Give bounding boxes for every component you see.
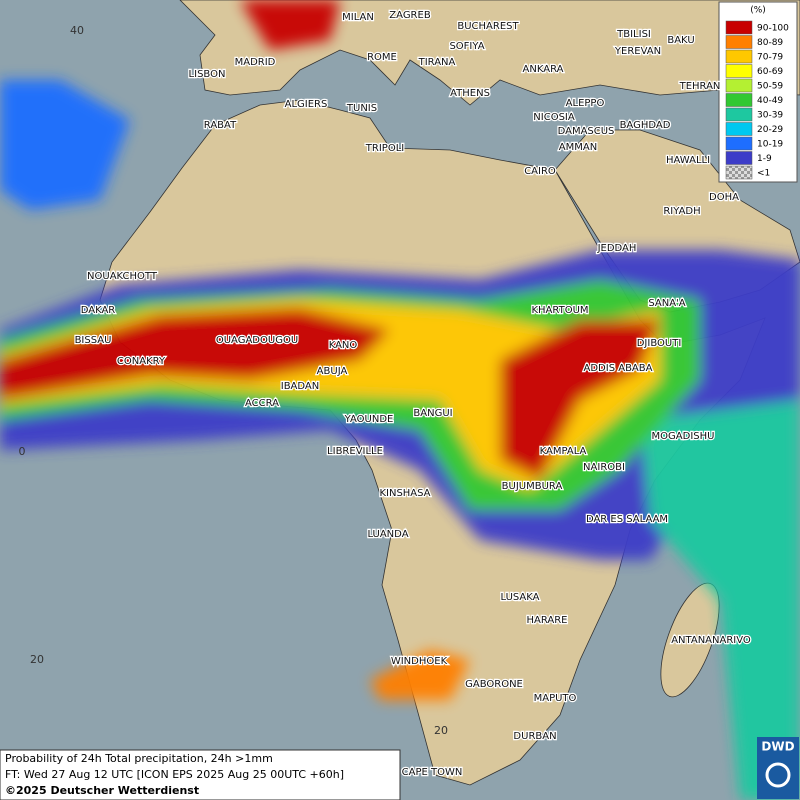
grid-label: 20: [30, 653, 44, 666]
city-label: ANKARA: [523, 64, 564, 75]
city-label: IBADAN: [281, 381, 320, 392]
legend-swatch: [725, 35, 753, 49]
city-label: TIRANA: [418, 57, 456, 68]
city-label: CAPE TOWN: [402, 767, 463, 778]
legend: (%) 90-100 80-89 70-79 60-69 50-59 40-49 30-39…: [718, 1, 798, 183]
legend-label: 80-89: [757, 38, 783, 48]
city-label: TBILISI: [616, 29, 651, 40]
city-label: LIBREVILLE: [327, 446, 383, 457]
city-label: CONAKRY: [117, 356, 166, 367]
caption-line: ©2025 Deutscher Wetterdienst: [5, 784, 199, 797]
city-label: YEREVAN: [614, 46, 661, 57]
city-label: LUANDA: [367, 529, 408, 540]
city-label: RABAT: [204, 120, 237, 131]
legend-label: 30-39: [757, 111, 783, 121]
city-label: WINDHOEK: [391, 656, 448, 667]
grid-label: 20: [434, 724, 448, 737]
city-label: NICOSIA: [533, 112, 575, 123]
caption-line: Probability of 24h Total precipitation, …: [5, 752, 273, 765]
city-label: BAKU: [667, 35, 694, 46]
city-label: MILAN: [342, 12, 374, 23]
city-label: KINSHASA: [379, 488, 430, 499]
city-label: HAWALLI: [666, 155, 710, 166]
city-label: ZAGREB: [389, 10, 431, 21]
legend-swatch: [725, 64, 753, 78]
city-label: TUNIS: [346, 103, 377, 114]
legend-swatch: [725, 93, 753, 107]
legend-label: 10-19: [757, 140, 783, 150]
city-label: NAIROBI: [583, 462, 625, 473]
legend-label: 70-79: [757, 53, 783, 63]
city-label: LISBON: [189, 69, 226, 80]
city-label: TEHRAN: [679, 81, 721, 92]
city-label: SANA'A: [648, 298, 685, 309]
legend-swatch: [725, 107, 753, 122]
legend-label: 90-100: [757, 24, 789, 34]
logo-icon: [765, 762, 791, 788]
city-label: ALGIERS: [285, 99, 328, 110]
legend-label: 50-59: [757, 82, 783, 92]
city-label: DAR ES SALAAM: [586, 514, 668, 525]
city-label: DAKAR: [81, 305, 116, 316]
logo-box: [757, 737, 799, 799]
grid-label: 40: [70, 24, 84, 37]
legend-label: 60-69: [757, 67, 783, 77]
legend-unit: (%): [750, 6, 766, 16]
legend-swatch: [725, 165, 753, 180]
legend-label: 20-29: [757, 125, 783, 135]
city-label: HARARE: [526, 615, 567, 626]
city-label: DURBAN: [513, 731, 556, 742]
city-label: JEDDAH: [597, 243, 637, 254]
city-label: GABORONE: [465, 679, 523, 690]
city-label: MADRID: [235, 57, 276, 68]
legend-label: <1: [757, 169, 770, 179]
city-label: ROME: [367, 52, 397, 63]
legend-swatch: [725, 20, 753, 35]
city-label: ANTANANARIVO: [671, 635, 751, 646]
city-label: AMMAN: [559, 142, 597, 153]
city-label: ATHENS: [450, 88, 490, 99]
city-label: BUJUMBURA: [502, 481, 563, 492]
legend-label: 1-9: [757, 154, 772, 164]
grid-label: 0: [19, 445, 26, 458]
city-label: KANO: [329, 340, 358, 351]
city-label: ACCRA: [245, 398, 279, 409]
caption-line: FT: Wed 27 Aug 12 UTC [ICON EPS 2025 Aug…: [5, 768, 344, 781]
city-label: YAOUNDE: [344, 414, 394, 425]
city-label: OUAGADOUGOU: [216, 335, 298, 346]
legend-swatch: [725, 78, 753, 93]
city-label: BAGHDAD: [620, 120, 671, 131]
city-label: RIYADH: [663, 206, 700, 217]
city-label: ABUJA: [317, 366, 348, 377]
city-label: LUSAKA: [501, 592, 540, 603]
city-label: MOGADISHU: [652, 431, 715, 442]
city-label: TRIPOLI: [365, 143, 404, 154]
city-label: NOUAKCHOTT: [87, 271, 158, 282]
caption-box: [0, 749, 401, 800]
city-label: BISSAU: [75, 335, 112, 346]
legend-swatch: [725, 49, 753, 64]
legend-swatch: [725, 136, 753, 151]
city-label: CAIRO: [524, 166, 556, 177]
legend-swatch: [725, 151, 753, 165]
city-label: DJIBOUTI: [637, 338, 682, 349]
city-label: SOFIYA: [449, 41, 484, 52]
city-label: KAMPALA: [540, 446, 587, 457]
city-label: BUCHAREST: [457, 21, 519, 32]
city-label: MAPUTO: [534, 693, 577, 704]
legend-swatch: [725, 122, 753, 136]
city-label: BANGUI: [413, 408, 452, 419]
legend-label: 40-49: [757, 96, 783, 106]
city-label: DAMASCUS: [558, 126, 615, 137]
city-label: KHARTOUM: [531, 305, 588, 316]
logo: DWD: [761, 740, 794, 754]
city-label: ADDIS ABABA: [584, 363, 653, 374]
city-label: ALEPPO: [566, 98, 605, 109]
city-label: DOHA: [709, 192, 739, 203]
